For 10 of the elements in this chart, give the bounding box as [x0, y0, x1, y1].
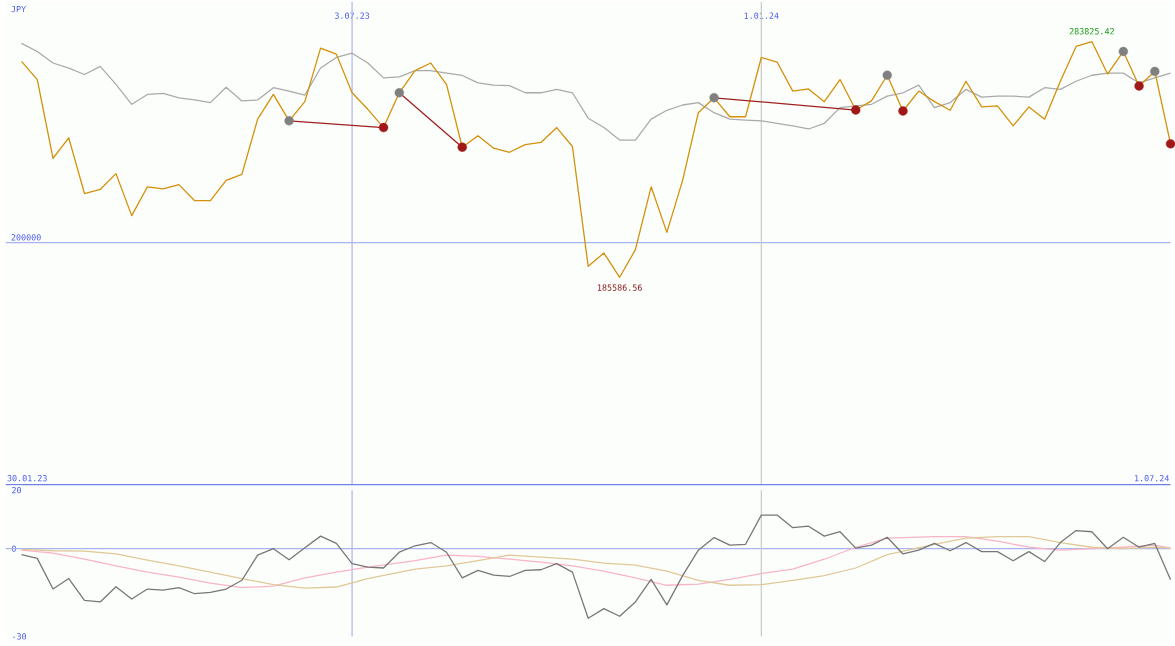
x-tick-label: 1.01.24	[744, 12, 779, 19]
x-tick-label: 3.07.23	[334, 12, 370, 19]
y-axis-title: JPY	[11, 5, 26, 13]
annotation: 1.07.24	[1135, 474, 1169, 482]
y-tick-label: -30	[12, 633, 27, 640]
data-label: 185586.56	[597, 284, 642, 291]
y-tick-label: 20	[12, 486, 21, 494]
annotation: 30.01.23	[7, 474, 47, 482]
ref-line-label: 200000	[11, 234, 41, 241]
data-label: 283825.42	[1069, 28, 1114, 35]
